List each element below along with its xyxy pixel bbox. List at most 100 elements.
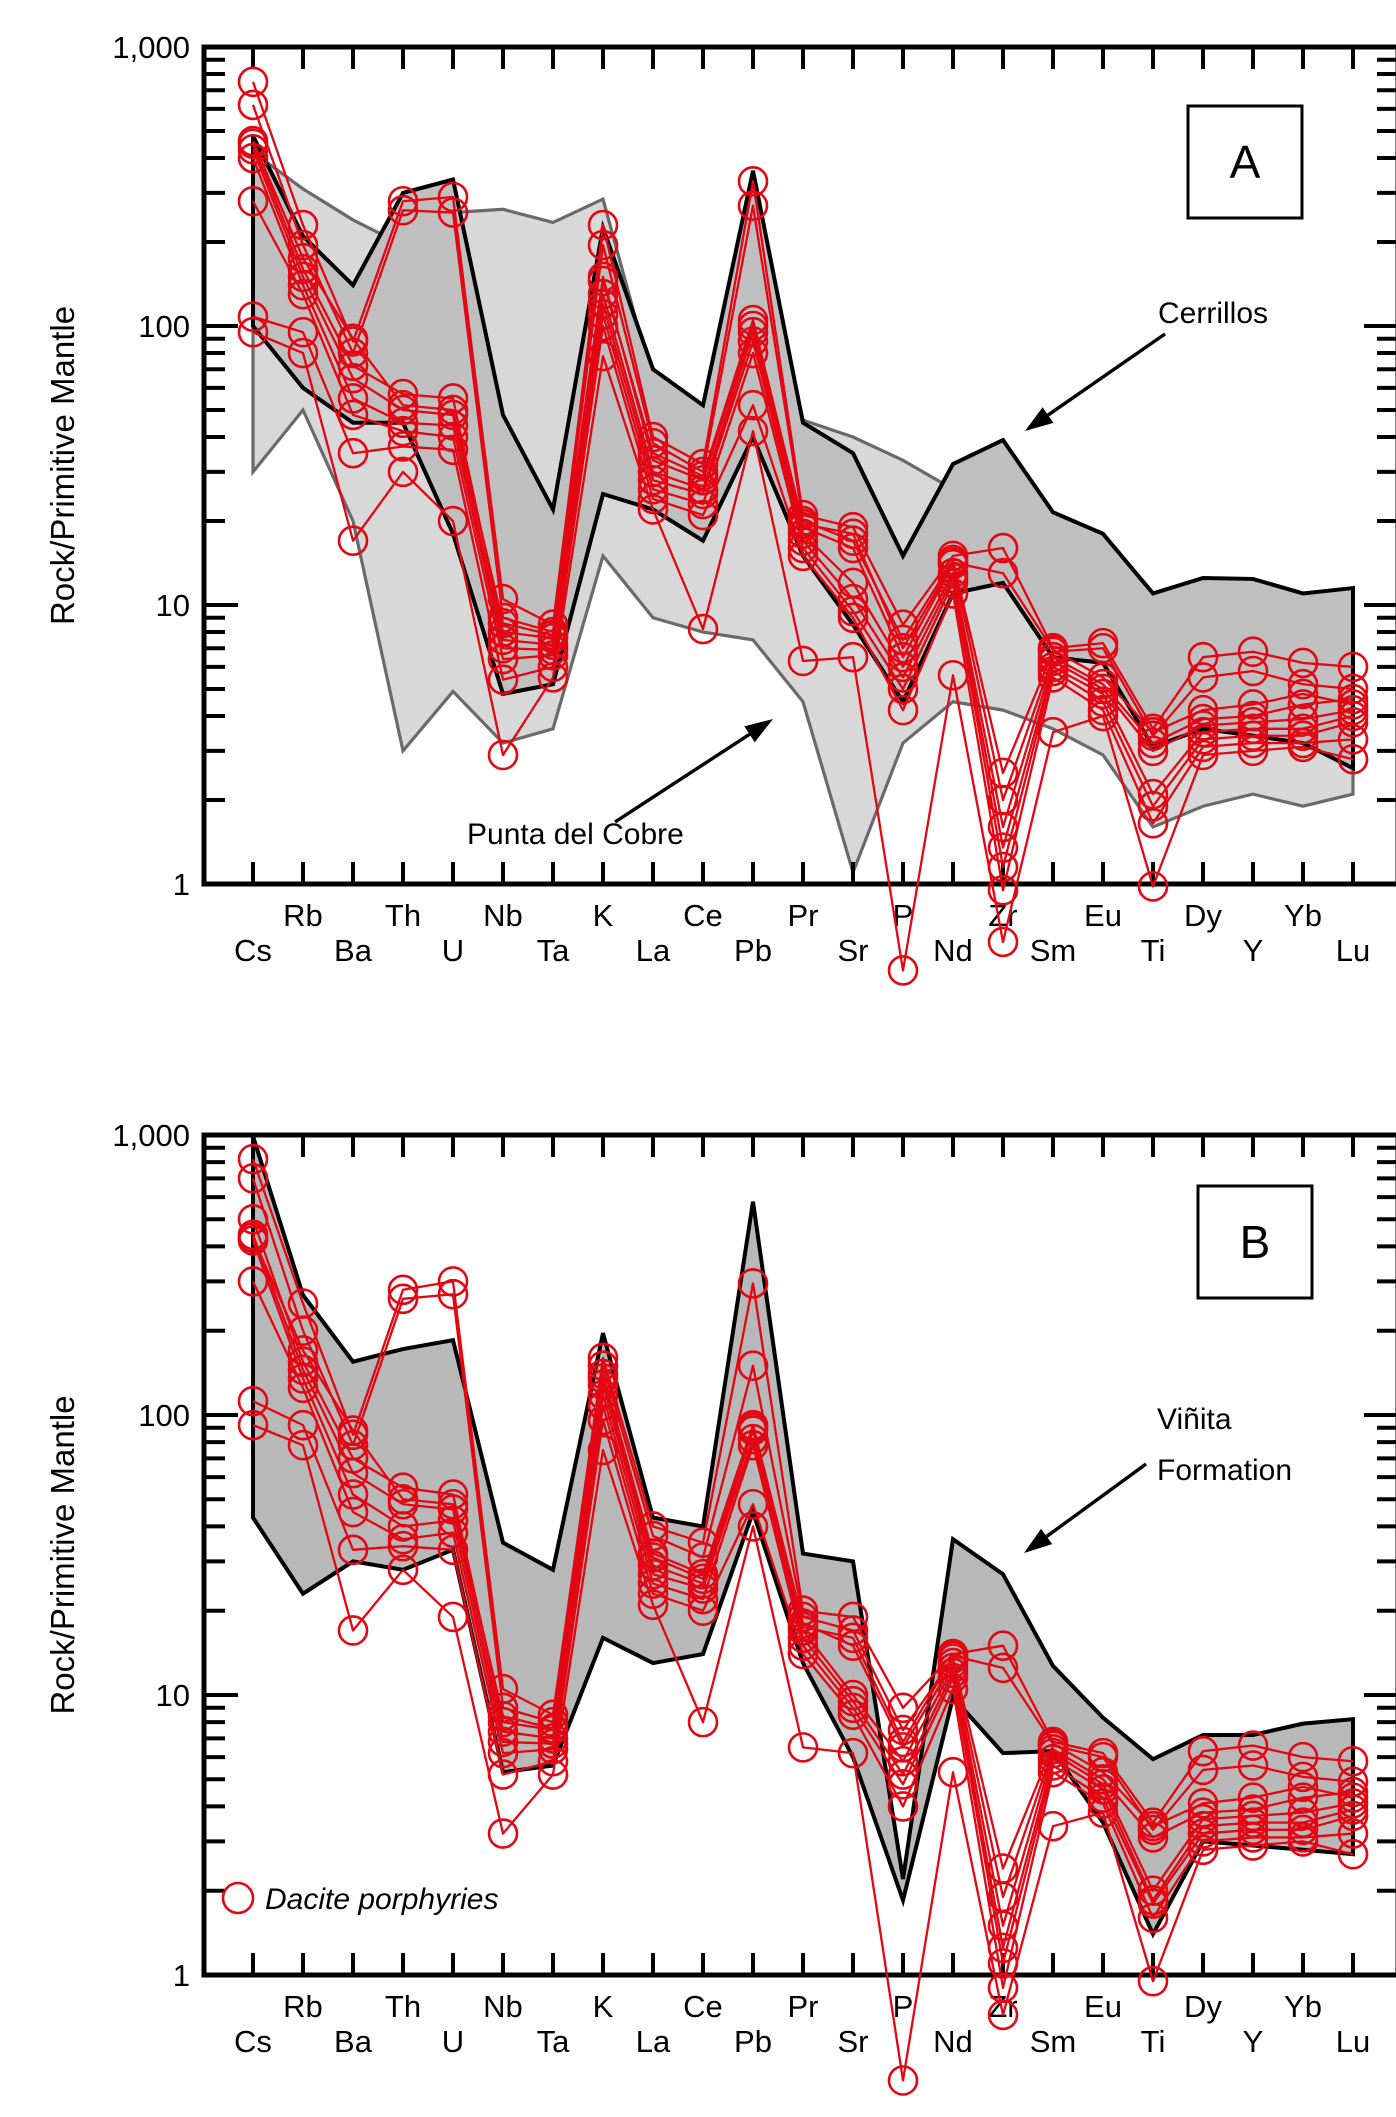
data-point (737, 190, 769, 221)
data-point (1187, 1834, 1219, 1866)
data-point (1337, 1745, 1369, 1777)
data-point (387, 194, 419, 226)
data-point (837, 1622, 869, 1654)
data-point (387, 1483, 419, 1515)
data-point (637, 1578, 669, 1610)
data-point (887, 632, 919, 664)
data-point (537, 619, 569, 651)
data-point (1337, 706, 1369, 738)
data-point (1087, 1788, 1119, 1819)
data-point (687, 1583, 719, 1615)
x-label-cs: Cs (234, 2024, 272, 2059)
x-category-labels: CsRbBaThUNbTaKLaCePbPrSrPNdZrSmEuTiDyYYb… (234, 898, 1370, 968)
x-label-y: Y (1243, 2024, 1264, 2059)
data-point (1337, 651, 1369, 683)
data-point (387, 456, 419, 488)
data-point (1287, 1826, 1319, 1857)
data-point (287, 242, 319, 274)
x-label-pr: Pr (788, 1989, 819, 2024)
data-point (737, 1412, 769, 1444)
data-point (887, 1768, 919, 1800)
data-point (687, 478, 719, 510)
data-point (1137, 1810, 1169, 1842)
data-point (1187, 1735, 1219, 1767)
data-point (237, 1266, 269, 1297)
dacite-porphyry-A8 (237, 316, 1369, 986)
data-point (237, 1203, 269, 1235)
data-point (1137, 716, 1169, 748)
data-point (837, 1737, 869, 1769)
data-point (837, 602, 869, 634)
data-point (1187, 1810, 1219, 1842)
data-point (937, 1640, 969, 1672)
spider-diagram-svg: 1,000100101CsRbBaThUNbTaKLaCePbPrSrPNdZr… (44, 30, 1396, 2096)
data-point (787, 508, 819, 540)
data-point (737, 1350, 769, 1381)
data-point (337, 525, 369, 557)
data-point (237, 1143, 269, 1175)
data-point (287, 337, 319, 369)
dacite-porphyry-A9 (237, 125, 1369, 748)
data-point (1187, 641, 1219, 673)
panel-a-axes (201, 44, 1396, 887)
data-point (787, 540, 819, 572)
data-point (237, 1222, 269, 1253)
data-point (287, 1372, 319, 1404)
x-label-cs: Cs (234, 933, 272, 968)
data-point (287, 1429, 319, 1461)
data-point (587, 340, 619, 372)
data-point (387, 185, 419, 217)
data-point (387, 1523, 419, 1555)
data-point (587, 209, 619, 241)
data-point (1237, 689, 1269, 720)
y-axis-title: Rock/Primitive Mantle (44, 1395, 81, 1714)
dacite-porphyry-B9 (237, 1222, 1369, 1842)
data-point (387, 1472, 419, 1503)
data-point (1087, 1756, 1119, 1788)
data-point (737, 304, 769, 336)
data-point (637, 473, 669, 505)
y-tick-label: 10 (156, 1678, 190, 1713)
dacite-porphyry-A1 (237, 66, 1369, 745)
data-point (987, 557, 1019, 589)
data-point (337, 1415, 369, 1446)
data-point (587, 1404, 619, 1436)
annotation-text: Formation (1157, 1454, 1292, 1487)
data-point (437, 505, 469, 537)
data-point (737, 316, 769, 348)
data-point (937, 1673, 969, 1705)
data-point (687, 1595, 719, 1627)
data-point (487, 643, 519, 675)
data-point (1237, 735, 1269, 767)
data-point (587, 265, 619, 297)
punta-del-cobre-label: Punta del Cobre (467, 719, 773, 851)
x-label-y: Y (1243, 933, 1264, 968)
data-point (737, 337, 769, 369)
y-tick-label: 1 (173, 867, 190, 902)
x-label-nd: Nd (933, 933, 973, 968)
data-point (1287, 1814, 1319, 1846)
x-label-th: Th (385, 1989, 421, 2024)
x-label-la: La (636, 2024, 671, 2059)
y-tick-label: 100 (138, 309, 190, 344)
x-label-eu: Eu (1084, 1989, 1122, 2024)
annotation-text: Viñita (1157, 1403, 1232, 1436)
panel-b: 1,000100101CsRbBaThUNbTaKLaCePbPrSrPNdZr… (44, 1118, 1396, 2096)
data-point (237, 1385, 269, 1417)
x-label-lu: Lu (1336, 2024, 1370, 2059)
y-tick-label: 1 (173, 1958, 190, 1993)
data-point (437, 197, 469, 228)
data-point (987, 874, 1019, 906)
data-point (387, 1283, 419, 1315)
data-point (787, 645, 819, 677)
data-point (237, 133, 269, 165)
x-label-p: P (893, 898, 914, 933)
data-point (887, 1726, 919, 1758)
data-point (1287, 720, 1319, 752)
data-point (1137, 871, 1169, 902)
data-point (737, 166, 769, 197)
y-tick-labels: 1,000 100 10 1 (112, 30, 190, 902)
data-point (487, 739, 519, 771)
data-point (987, 1630, 1019, 1661)
data-point (1187, 1754, 1219, 1786)
